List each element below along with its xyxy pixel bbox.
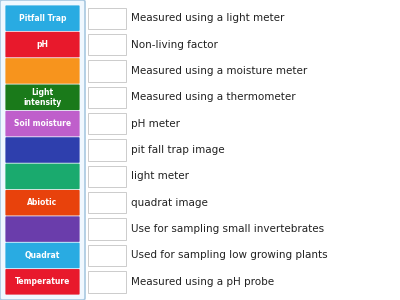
Text: Measured using a thermometer: Measured using a thermometer — [131, 92, 296, 102]
Bar — [88, 192, 126, 213]
Bar — [88, 139, 126, 161]
Bar — [88, 60, 126, 82]
FancyBboxPatch shape — [0, 0, 85, 300]
FancyBboxPatch shape — [6, 269, 80, 295]
Bar — [88, 87, 126, 108]
Bar — [88, 8, 126, 29]
Bar — [88, 34, 126, 55]
Bar — [88, 245, 126, 266]
FancyBboxPatch shape — [6, 5, 80, 31]
Text: pH meter: pH meter — [131, 118, 180, 129]
Text: pH: pH — [36, 40, 48, 49]
Text: pit fall trap image: pit fall trap image — [131, 145, 225, 155]
FancyBboxPatch shape — [6, 85, 80, 110]
FancyBboxPatch shape — [6, 216, 80, 242]
Text: Measured using a pH probe: Measured using a pH probe — [131, 277, 274, 287]
Text: Light
intensity: Light intensity — [23, 88, 62, 107]
Text: Measured using a moisture meter: Measured using a moisture meter — [131, 66, 307, 76]
Text: Soil moisture: Soil moisture — [14, 119, 71, 128]
Text: quadrat image: quadrat image — [131, 198, 208, 208]
Text: Measured using a light meter: Measured using a light meter — [131, 13, 284, 23]
FancyBboxPatch shape — [6, 58, 80, 84]
FancyBboxPatch shape — [6, 164, 80, 189]
Text: Temperature: Temperature — [15, 277, 70, 286]
FancyBboxPatch shape — [6, 243, 80, 268]
Text: Quadrat: Quadrat — [25, 251, 60, 260]
Bar — [88, 271, 126, 292]
Text: light meter: light meter — [131, 171, 189, 182]
Text: Pitfall Trap: Pitfall Trap — [19, 14, 66, 23]
Bar — [88, 218, 126, 240]
FancyBboxPatch shape — [6, 32, 80, 57]
Text: Used for sampling low growing plants: Used for sampling low growing plants — [131, 250, 328, 260]
FancyBboxPatch shape — [6, 111, 80, 136]
Bar — [88, 166, 126, 187]
Text: Non-living factor: Non-living factor — [131, 40, 218, 50]
Text: Use for sampling small invertebrates: Use for sampling small invertebrates — [131, 224, 324, 234]
Bar — [88, 113, 126, 134]
FancyBboxPatch shape — [6, 137, 80, 163]
Text: Abiotic: Abiotic — [27, 198, 58, 207]
FancyBboxPatch shape — [6, 190, 80, 215]
